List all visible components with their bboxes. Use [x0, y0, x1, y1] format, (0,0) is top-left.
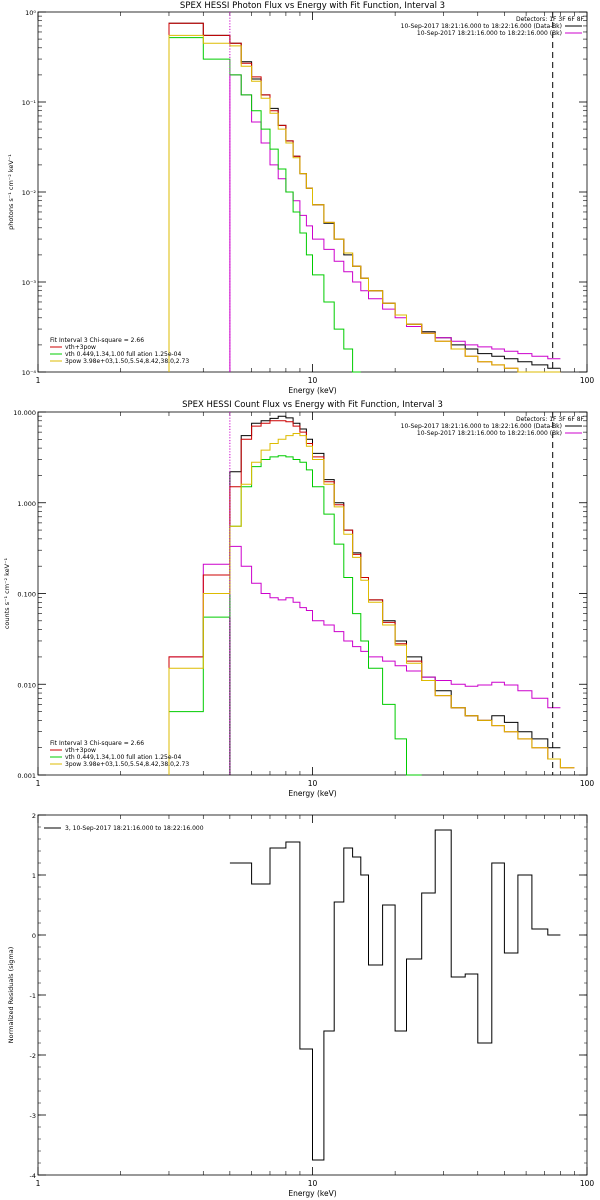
header-time-range: 10-Sep-2017 18:21:16.000 to 18:22:16.000… — [401, 23, 562, 30]
x-tick-label: 1 — [36, 779, 41, 788]
series-bk — [168, 545, 561, 775]
y-tick-label: -2 — [30, 1052, 36, 1060]
detectors-label: Detectors: 1F 3F 6F 8F — [516, 16, 585, 23]
x-axis-label: Energy (keV) — [288, 1189, 336, 1198]
y-axis-label: Normalized Residuals (sigma) — [7, 947, 15, 1044]
legend-item: vth 0.449,1.34,1.00 full ation 1.25e-04 — [65, 754, 181, 761]
y-tick-label: 10.000 — [13, 409, 36, 417]
series-3pow — [168, 34, 561, 373]
y-tick-label: -1 — [30, 992, 36, 1000]
y-tick-label: 2 — [32, 812, 36, 820]
legend-title: Fit Interval 3 Chi-square = 2.66 — [50, 740, 144, 747]
legend-item: 3, 10-Sep-2017 18:21:16.000 to 18:22:16.… — [65, 825, 204, 832]
y-tick-label: 1.000 — [17, 500, 36, 508]
y-tick-label: 0.001 — [17, 772, 36, 780]
legend-item: vth+3pow — [65, 747, 96, 754]
x-axis-label: Energy (keV) — [288, 386, 336, 395]
y-tick-label: 10⁻² — [22, 189, 37, 197]
chart-panel-2: SPEX HESSI Count Flux vs Energy with Fit… — [3, 400, 594, 798]
x-tick-label: 100 — [580, 1179, 595, 1188]
y-tick-label: 0 — [32, 932, 36, 940]
x-axis-label: Energy (keV) — [288, 789, 336, 798]
header-time-range: 10-Sep-2017 18:21:16.000 to 18:22:16.000… — [401, 423, 562, 430]
x-tick-label: 1 — [36, 1179, 41, 1188]
series-3-10-sep-2017-18-21-16-000-to-18-22-16-000 — [229, 829, 561, 1161]
x-tick-label: 1 — [36, 376, 41, 385]
y-tick-label: 0.100 — [17, 591, 36, 599]
header-time-range: 10-Sep-2017 18:21:16.000 to 18:22:16.000… — [417, 430, 562, 437]
series-bk — [229, 74, 561, 372]
x-tick-label: 10 — [308, 376, 318, 385]
series-vth-3pow — [168, 22, 561, 373]
chart-panel-1: SPEX HESSI Photon Flux vs Energy with Fi… — [7, 1, 594, 395]
y-tick-label: 1 — [32, 872, 36, 880]
legend-item: 3pow 3.98e+03,1.50,5.54,8.42,38.0,2.73 — [65, 761, 189, 768]
y-tick-label: -3 — [30, 1112, 36, 1120]
legend-item: vth+3pow — [65, 344, 96, 351]
y-tick-label: 10⁻¹ — [22, 99, 37, 107]
legend-title: Fit Interval 3 Chi-square = 2.66 — [50, 337, 144, 344]
y-tick-label: 10⁻³ — [22, 279, 37, 287]
y-axis-label: counts s⁻¹ cm⁻² keV⁻¹ — [3, 557, 11, 629]
series-data-bk — [168, 22, 561, 372]
series-3pow — [168, 433, 575, 775]
y-tick-label: 0.010 — [17, 681, 36, 689]
header-time-range: 10-Sep-2017 18:21:16.000 to 18:22:16.000… — [417, 30, 562, 37]
detectors-label: Detectors: 1F 3F 6F 8F — [516, 416, 585, 423]
legend-item: 3pow 3.98e+03,1.50,5.54,8.42,38.0,2.73 — [65, 358, 189, 365]
x-tick-label: 10 — [308, 779, 318, 788]
chart-title: SPEX HESSI Count Flux vs Energy with Fit… — [182, 400, 443, 410]
legend-item: vth 0.449,1.34,1.00 full ation 1.25e-04 — [65, 351, 181, 358]
x-tick-label: 10 — [308, 1179, 318, 1188]
series-vth — [168, 455, 422, 776]
chart-title: SPEX HESSI Photon Flux vs Energy with Fi… — [180, 1, 445, 11]
y-tick-label: 10⁰ — [25, 9, 36, 17]
x-tick-label: 100 — [580, 779, 595, 788]
series-vth — [168, 37, 361, 373]
y-tick-label: 10⁻⁴ — [22, 369, 37, 377]
y-tick-label: -4 — [30, 1172, 36, 1180]
x-tick-label: 100 — [580, 376, 595, 385]
y-axis-label: photons s⁻¹ cm⁻² keV⁻¹ — [7, 154, 15, 230]
